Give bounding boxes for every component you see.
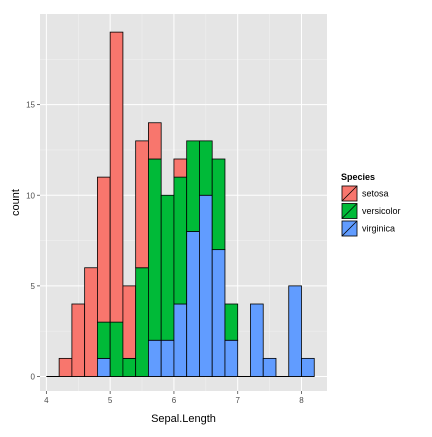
bar-versicolor xyxy=(122,357,137,377)
x-tick-label: 5 xyxy=(108,396,113,405)
x-tick-label: 4 xyxy=(44,396,49,405)
bar-virginica xyxy=(288,285,302,377)
bar-virginica xyxy=(160,339,175,377)
bar-versicolor xyxy=(186,140,200,232)
legend-label-setosa: setosa xyxy=(362,189,389,199)
legend-slash xyxy=(341,203,358,219)
legend-slash xyxy=(341,220,358,237)
bar-setosa xyxy=(58,357,73,377)
bar-virginica xyxy=(301,357,315,377)
bar-virginica xyxy=(173,303,188,377)
bar-versicolor xyxy=(97,321,111,359)
y-tick-label: 0 xyxy=(31,373,36,382)
y-tick-label: 15 xyxy=(26,101,35,110)
bar-versicolor xyxy=(109,321,124,377)
bar-setosa xyxy=(84,267,98,377)
y-axis-title: count xyxy=(10,189,22,216)
x-tick-label: 7 xyxy=(235,396,240,405)
bar-setosa xyxy=(109,31,124,323)
legend-title: Species xyxy=(341,172,375,182)
y-tick-label: 5 xyxy=(31,282,36,291)
bar-setosa xyxy=(122,285,137,359)
x-tick-label: 6 xyxy=(172,396,177,405)
bar-versicolor xyxy=(211,158,226,251)
bar-setosa xyxy=(71,303,86,377)
y-tick-label: 10 xyxy=(26,191,35,200)
bar-setosa xyxy=(135,140,149,269)
bar-versicolor xyxy=(173,176,188,305)
x-tick-label: 8 xyxy=(299,396,304,405)
bar-virginica xyxy=(250,303,264,377)
bar-versicolor xyxy=(160,194,175,341)
bar-setosa xyxy=(97,176,111,323)
legend-label-versicolor: versicolor xyxy=(362,206,401,216)
bar-virginica xyxy=(199,194,213,377)
legend-slash xyxy=(341,185,358,202)
bar-versicolor xyxy=(135,267,149,377)
legend-label-virginica: virginica xyxy=(362,224,395,234)
x-axis-title: Sepal.Length xyxy=(151,413,216,425)
bar-virginica xyxy=(97,357,111,377)
bar-virginica xyxy=(262,357,277,377)
bar-virginica xyxy=(148,339,162,377)
bar-setosa xyxy=(148,122,162,160)
bar-versicolor xyxy=(199,140,213,196)
bar-setosa xyxy=(173,158,188,178)
bar-virginica xyxy=(211,249,226,377)
bar-versicolor xyxy=(148,158,162,341)
bar-virginica xyxy=(224,339,239,377)
bar-versicolor xyxy=(224,303,239,341)
bar-virginica xyxy=(186,231,200,377)
